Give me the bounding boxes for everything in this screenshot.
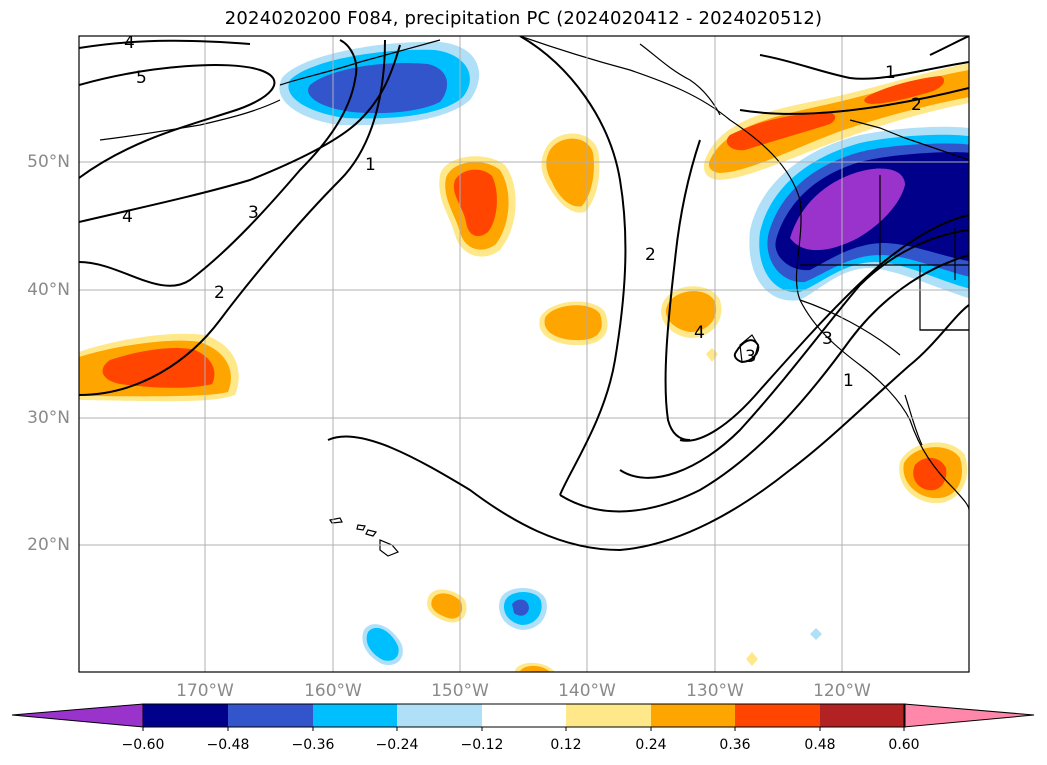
colorbar-segment xyxy=(482,704,566,727)
colorbar-segment xyxy=(143,704,228,727)
contour-label: 4 xyxy=(694,323,705,343)
colorbar-tick-label: −0.12 xyxy=(460,737,504,753)
colorbar-tick-label: 0.12 xyxy=(550,737,582,753)
lat-label-50n: 50°N xyxy=(27,152,70,172)
colorbar-segment xyxy=(228,704,313,727)
lon-label-120w: 120°W xyxy=(813,681,871,701)
contour-label: 1 xyxy=(365,155,376,175)
contour-label: 2 xyxy=(911,95,922,115)
colorbar-extend-low xyxy=(11,703,144,728)
lat-label-30n: 30°N xyxy=(27,408,70,428)
colorbar-segment xyxy=(313,704,397,727)
coastlines xyxy=(99,36,969,557)
lon-label-160w: 160°W xyxy=(304,681,362,701)
contour-label: 1 xyxy=(885,63,896,83)
contour-label: 2 xyxy=(214,283,225,303)
lon-label-150w: 150°W xyxy=(431,681,489,701)
lat-label-40n: 40°N xyxy=(27,280,70,300)
colorbar-extend-high xyxy=(903,703,1035,728)
lat-label-20n: 20°N xyxy=(27,535,70,555)
contour-label: 3 xyxy=(822,329,833,349)
contour-label: 1 xyxy=(843,371,854,391)
colorbar-segment xyxy=(397,704,482,727)
contour-label-group: 4 5 1 3 4 2 2 4 3 1 2 3 1 xyxy=(122,33,922,391)
colorbar-tick-label: −0.36 xyxy=(291,737,335,753)
lon-label-140w: 140°W xyxy=(558,681,616,701)
colorbar-tick-label: −0.60 xyxy=(121,737,165,753)
colorbar-tick-label: 0.48 xyxy=(804,737,836,753)
colorbar-segment xyxy=(735,704,820,727)
contour-label: 3 xyxy=(745,347,756,367)
map-frame xyxy=(78,35,970,673)
colorbar-tick-label: −0.24 xyxy=(375,737,419,753)
contour-label: 3 xyxy=(248,203,259,223)
colorbar-tick-label: 0.24 xyxy=(635,737,667,753)
colorbar xyxy=(11,703,1035,731)
graticule xyxy=(79,36,969,672)
contour-label: 2 xyxy=(645,245,656,265)
contour-label: 4 xyxy=(124,33,135,53)
lon-label-130w: 130°W xyxy=(686,681,744,701)
colorbar-tick-label: 0.36 xyxy=(719,737,751,753)
colorbar-segment xyxy=(820,704,904,727)
colorbar-tick-label: 0.60 xyxy=(888,737,920,753)
lon-label-170w: 170°W xyxy=(176,681,234,701)
contour-label: 4 xyxy=(122,207,133,227)
contour-label: 5 xyxy=(136,68,147,88)
colorbar-segment xyxy=(566,704,651,727)
colorbar-tick-label: −0.48 xyxy=(206,737,250,753)
colorbar-segment xyxy=(651,704,735,727)
precip-shading xyxy=(79,41,969,672)
colorbar-frame xyxy=(142,703,906,728)
map-title: 2024020200 F084, precipitation PC (20240… xyxy=(224,8,823,29)
contour-lines xyxy=(79,36,969,552)
